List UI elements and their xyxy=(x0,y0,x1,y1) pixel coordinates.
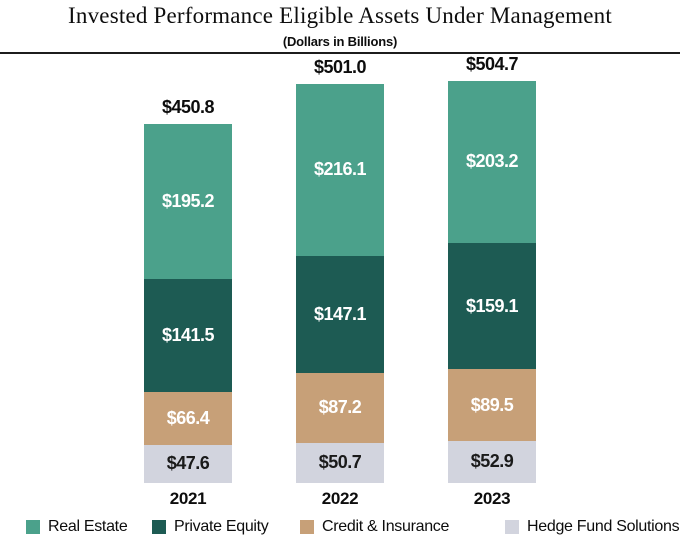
segment-private-equity-2023: $159.1 xyxy=(448,242,536,370)
legend-item-private-equity: Private Equity xyxy=(152,518,269,536)
segment-value-label: $203.2 xyxy=(465,151,519,172)
segment-value-label: $50.7 xyxy=(318,452,362,473)
bar-2022: $216.1 $147.1 $87.2 $50.7 xyxy=(296,83,384,483)
segment-real-estate-2023: $203.2 xyxy=(448,80,536,243)
segment-value-label: $89.5 xyxy=(470,394,514,415)
total-label-2022: $501.0 xyxy=(313,56,367,77)
segment-value-label: $195.2 xyxy=(161,191,215,212)
segment-value-label: $216.1 xyxy=(313,159,367,180)
legend-label-credit-insurance: Credit & Insurance xyxy=(322,518,450,535)
segment-value-label: $66.4 xyxy=(166,408,210,429)
segment-value-label: $141.5 xyxy=(161,325,215,346)
legend-swatch-private-equity xyxy=(152,520,166,534)
year-label-2021: 2021 xyxy=(169,489,207,508)
title-divider xyxy=(0,52,680,54)
segment-credit-insurance-2021: $66.4 xyxy=(144,392,232,446)
legend-label-private-equity: Private Equity xyxy=(174,518,269,535)
chart-title: Invested Performance Eligible Assets Und… xyxy=(68,3,612,28)
year-label-2023: 2023 xyxy=(473,489,511,508)
segment-value-label: $147.1 xyxy=(313,303,367,324)
segment-value-label: $47.6 xyxy=(166,453,210,474)
segment-real-estate-2021: $195.2 xyxy=(144,123,232,280)
total-label-2023: $504.7 xyxy=(465,53,519,74)
segment-hedge-fund-solutions-2023: $52.9 xyxy=(448,440,536,483)
total-label-2021: $450.8 xyxy=(161,96,215,117)
bar-2023: $203.2 $159.1 $89.5 $52.9 xyxy=(448,80,536,483)
legend-item-real-estate: Real Estate xyxy=(26,518,128,536)
segment-private-equity-2021: $141.5 xyxy=(144,279,232,393)
year-label-2022: 2022 xyxy=(321,489,359,508)
legend-swatch-credit-insurance xyxy=(300,520,314,534)
segment-credit-insurance-2022: $87.2 xyxy=(296,373,384,443)
chart-subtitle: (Dollars in Billions) xyxy=(282,34,398,49)
segment-value-label: $159.1 xyxy=(465,295,519,316)
bar-2021: $195.2 $141.5 $66.4 $47.6 xyxy=(144,123,232,483)
segment-hedge-fund-solutions-2022: $50.7 xyxy=(296,442,384,483)
segment-credit-insurance-2023: $89.5 xyxy=(448,369,536,441)
legend-swatch-real-estate xyxy=(26,520,40,534)
legend-item-hedge-fund-solutions: Hedge Fund Solutions xyxy=(505,518,680,536)
legend-swatch-hedge-fund-solutions xyxy=(505,520,519,534)
segment-hedge-fund-solutions-2021: $47.6 xyxy=(144,445,232,483)
legend-label-hedge-fund-solutions: Hedge Fund Solutions xyxy=(527,518,680,535)
legend-label-real-estate: Real Estate xyxy=(48,518,128,535)
segment-real-estate-2022: $216.1 xyxy=(296,83,384,256)
segment-value-label: $87.2 xyxy=(318,397,362,418)
legend-item-credit-insurance: Credit & Insurance xyxy=(300,518,449,536)
segment-private-equity-2022: $147.1 xyxy=(296,255,384,374)
segment-value-label: $52.9 xyxy=(470,451,514,472)
